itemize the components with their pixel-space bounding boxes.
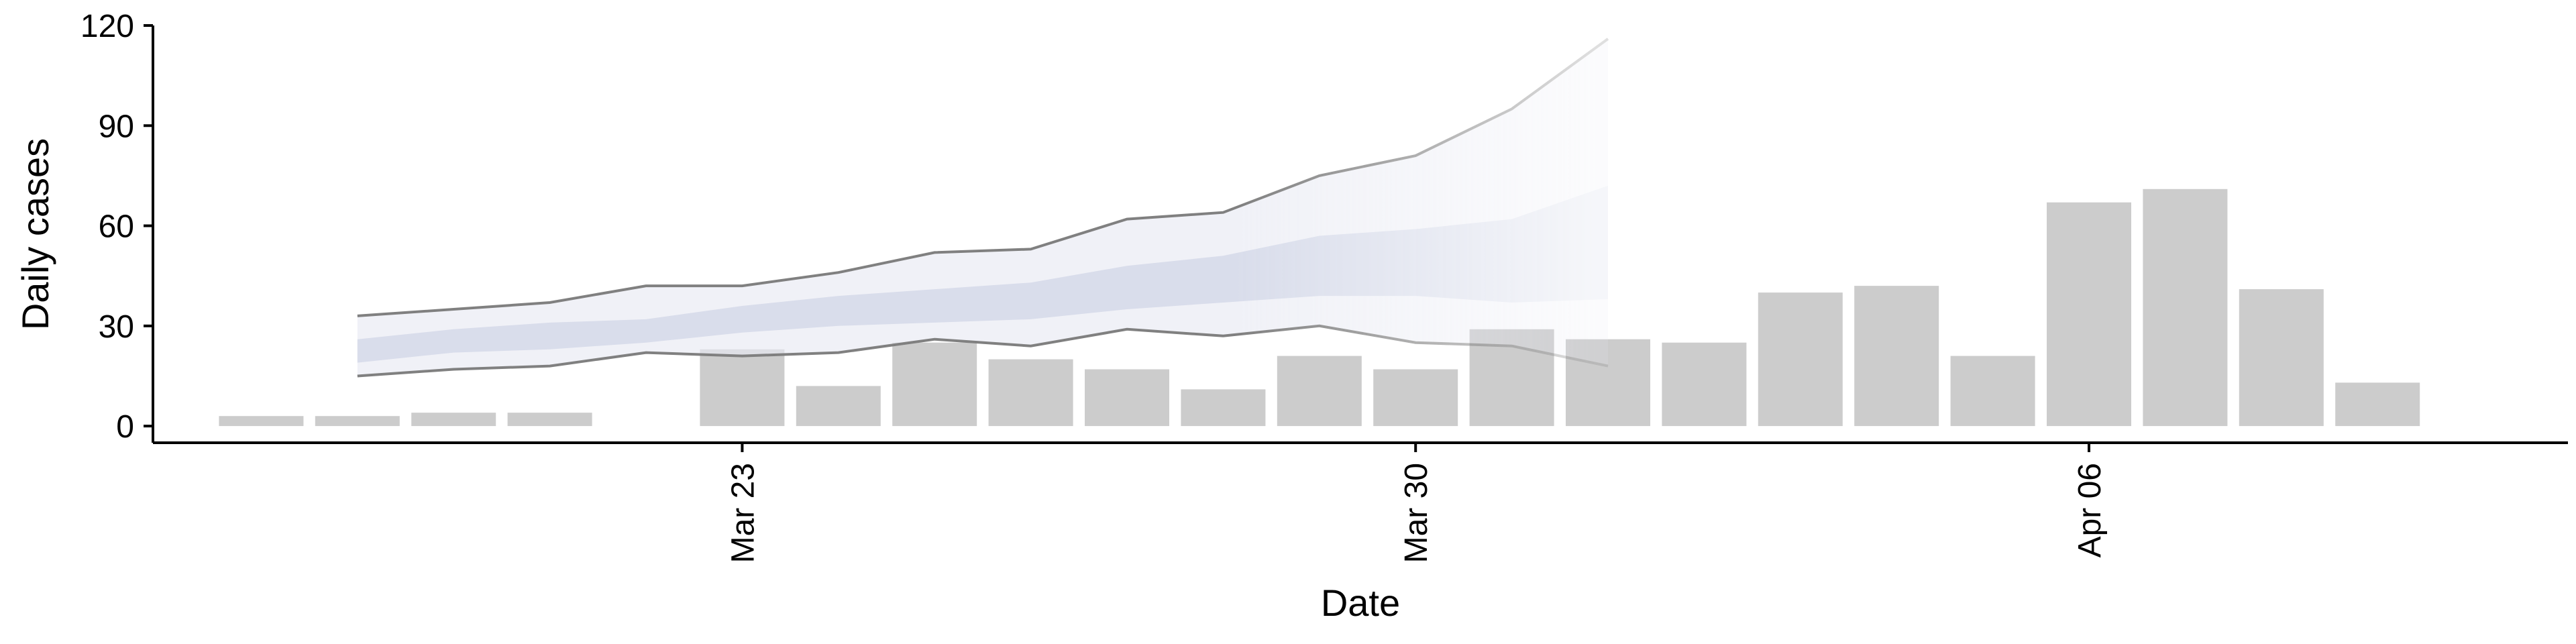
y-tick-label: 30 xyxy=(99,309,134,345)
bar xyxy=(1758,292,1843,427)
x-tick-label: Apr 06 xyxy=(2072,463,2108,557)
bar xyxy=(2335,382,2420,427)
y-axis-ticks: 0 30 60 90 120 xyxy=(80,9,153,445)
bar xyxy=(507,413,592,427)
estimate-bands-layer xyxy=(357,38,1609,378)
bar xyxy=(2239,289,2324,427)
bar xyxy=(2047,202,2131,427)
y-tick-label: 60 xyxy=(99,209,134,245)
lower-bound-line xyxy=(357,324,1609,378)
bar xyxy=(1662,342,1747,427)
bar xyxy=(892,342,977,427)
bar xyxy=(315,416,400,427)
bar xyxy=(1854,286,1939,427)
bars-layer xyxy=(219,189,2420,427)
bar xyxy=(796,386,881,427)
bar xyxy=(1085,369,1169,427)
y-tick-label: 90 xyxy=(99,109,134,144)
bar xyxy=(1950,356,2035,427)
bar xyxy=(1277,356,1362,427)
bar xyxy=(988,359,1073,427)
x-tick-label: Mar 23 xyxy=(725,463,761,563)
axes-layer: 0 30 60 90 120 Mar 23 Mar 30 Apr 06 xyxy=(80,9,2568,563)
y-tick-label: 120 xyxy=(80,9,134,44)
bar xyxy=(219,416,304,427)
x-axis-title: Date xyxy=(1321,582,1400,624)
bar xyxy=(700,349,785,427)
bar xyxy=(1373,369,1458,427)
band-50-interval xyxy=(357,185,1608,363)
y-tick-label: 0 xyxy=(116,409,134,445)
upper-bound-line xyxy=(357,38,1609,317)
y-axis-title: Daily cases xyxy=(14,138,56,330)
x-tick-label: Mar 30 xyxy=(1399,463,1434,563)
bar xyxy=(411,413,496,427)
bar xyxy=(1181,389,1266,427)
bar xyxy=(2143,189,2228,427)
x-axis-ticks: Mar 23 Mar 30 Apr 06 xyxy=(725,443,2108,563)
